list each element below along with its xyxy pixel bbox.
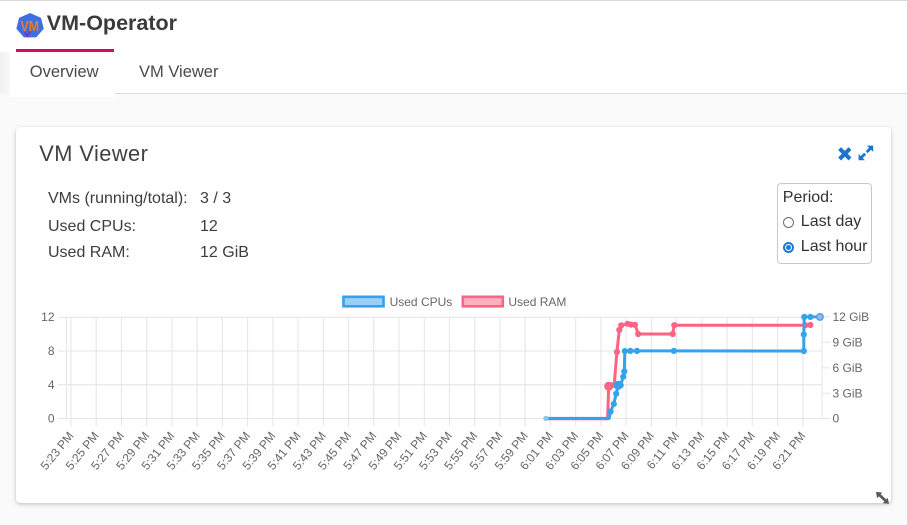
svg-text:8: 8 [48,344,55,358]
svg-text:3 GiB: 3 GiB [833,387,863,401]
svg-text:Used RAM: Used RAM [508,295,566,309]
svg-text:12 GiB: 12 GiB [833,310,870,324]
svg-text:0: 0 [833,412,840,426]
svg-text:VM: VM [20,18,39,35]
svg-text:0: 0 [48,412,55,426]
svg-text:Used CPUs: Used CPUs [390,295,453,309]
svg-text:4: 4 [48,378,55,392]
svg-text:12: 12 [41,310,55,324]
svg-text:9 GiB: 9 GiB [833,335,863,349]
svg-text:6 GiB: 6 GiB [833,361,863,375]
